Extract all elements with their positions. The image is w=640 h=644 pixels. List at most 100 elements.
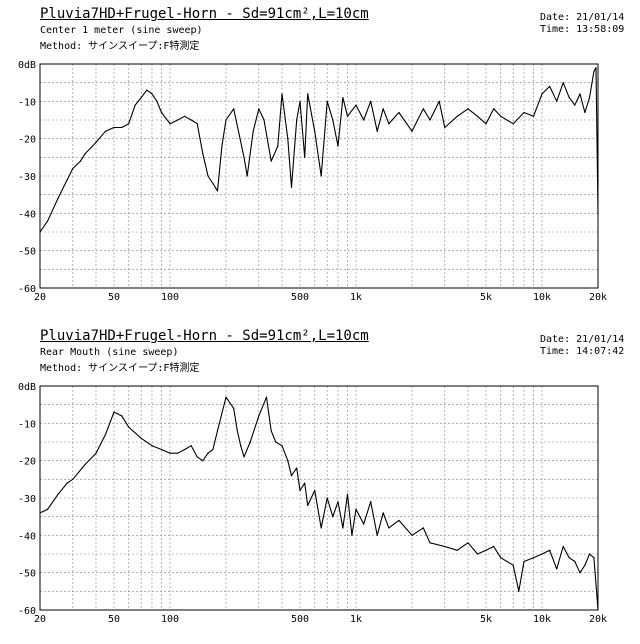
- data-point: [121, 126, 123, 129]
- data-point: [134, 104, 136, 106]
- data-point: [518, 590, 520, 592]
- data-point: [411, 130, 413, 132]
- data-point: [277, 145, 279, 147]
- data-point: [320, 175, 322, 177]
- data-point: [212, 448, 214, 451]
- data-point: [236, 430, 238, 432]
- data-point: [429, 542, 431, 544]
- data-point: [382, 108, 384, 110]
- data-point: [346, 115, 349, 117]
- data-point: [190, 445, 192, 447]
- data-point: [225, 396, 227, 398]
- chart-time: Time: 14:07:42: [540, 346, 625, 357]
- data-point: [342, 527, 344, 529]
- data-point: [467, 542, 469, 544]
- data-point: [113, 126, 115, 129]
- x-tick-label: 500: [291, 292, 309, 303]
- response-line: [39, 67, 599, 233]
- data-point: [493, 545, 495, 548]
- data-point: [72, 478, 74, 480]
- data-point: [314, 130, 316, 132]
- data-point: [216, 190, 219, 192]
- data-point: [281, 93, 283, 95]
- data-point: [39, 231, 41, 233]
- data-point: [485, 549, 487, 551]
- data-point: [376, 534, 378, 536]
- data-point: [346, 493, 349, 495]
- x-tick-label: 20k: [589, 292, 607, 303]
- y-tick-label: -10: [18, 419, 36, 430]
- data-point: [299, 489, 301, 492]
- data-point: [72, 167, 74, 170]
- data-point: [151, 445, 153, 447]
- data-point: [287, 138, 289, 140]
- data-point: [584, 564, 586, 566]
- data-point: [243, 456, 245, 458]
- data-point: [113, 411, 115, 413]
- data-point: [588, 553, 591, 555]
- y-tick-label: -40: [18, 209, 36, 220]
- data-point: [351, 534, 353, 536]
- data-point: [160, 448, 163, 451]
- data-point: [128, 123, 130, 125]
- data-point: [156, 100, 158, 102]
- x-tick-label: 500: [291, 614, 309, 625]
- data-point: [541, 93, 543, 95]
- data-point: [281, 445, 283, 447]
- y-tick-label: -20: [18, 135, 36, 146]
- data-point: [140, 437, 142, 439]
- data-point: [556, 568, 558, 570]
- data-point: [597, 212, 599, 214]
- data-point: [541, 553, 543, 555]
- data-point: [47, 220, 49, 222]
- data-point: [177, 119, 179, 121]
- data-point: [584, 111, 586, 114]
- data-point: [270, 430, 272, 432]
- data-point: [95, 141, 97, 143]
- data-point: [597, 609, 599, 611]
- x-tick-label: 20: [34, 614, 46, 625]
- data-point: [95, 452, 97, 454]
- y-tick-label: -30: [18, 494, 36, 505]
- data-point: [307, 93, 309, 95]
- data-point: [579, 93, 581, 95]
- chart-date: Date: 21/01/14: [540, 334, 625, 345]
- data-point: [169, 452, 171, 454]
- data-point: [169, 123, 171, 125]
- data-point: [422, 108, 424, 110]
- data-point: [314, 489, 316, 492]
- y-tick-label: -20: [18, 457, 36, 468]
- data-point: [476, 115, 479, 117]
- data-point: [290, 186, 293, 188]
- chart-title: Pluvia7HD+Frugel-Horn - Sd=91cm²,L=10cm: [40, 6, 369, 22]
- plot-frame: [39, 63, 599, 289]
- x-tick-label: 100: [161, 614, 179, 625]
- data-point: [512, 123, 514, 125]
- data-point: [476, 553, 479, 555]
- data-point: [216, 430, 219, 432]
- x-tick-label: 50: [108, 292, 120, 303]
- response-line: [39, 396, 599, 611]
- data-point: [568, 97, 570, 99]
- data-point: [332, 119, 334, 121]
- data-point: [370, 100, 372, 102]
- x-tick-label: 5k: [480, 292, 492, 303]
- data-point: [376, 130, 378, 132]
- data-point: [47, 508, 49, 510]
- data-point: [190, 119, 192, 121]
- data-point: [363, 523, 365, 525]
- data-point: [304, 156, 306, 158]
- data-point: [258, 108, 260, 110]
- data-point: [549, 85, 551, 87]
- data-point: [79, 160, 82, 162]
- data-point: [265, 396, 268, 398]
- data-point: [370, 501, 372, 503]
- data-point: [411, 534, 413, 536]
- data-point: [388, 123, 390, 125]
- data-point: [532, 557, 535, 559]
- x-tick-label: 10k: [533, 614, 551, 625]
- data-point: [240, 445, 242, 447]
- data-point: [304, 482, 306, 484]
- data-point: [574, 104, 576, 106]
